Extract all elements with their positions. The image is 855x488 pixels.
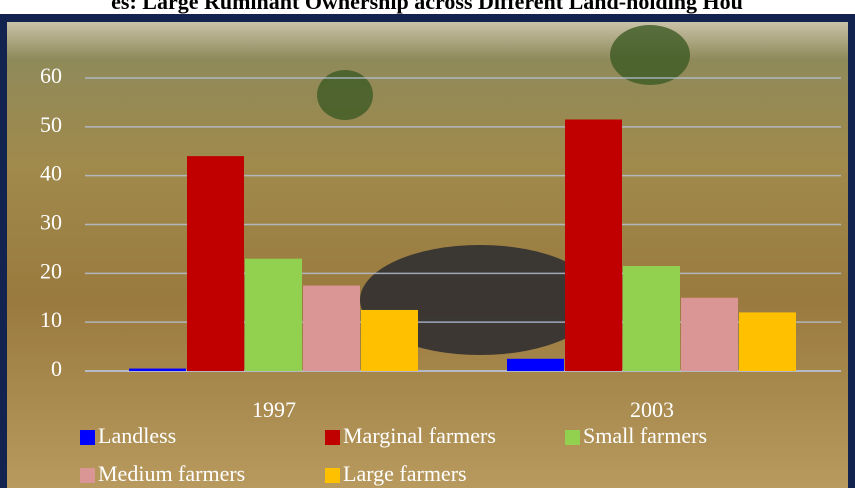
- y-tick-label: 40: [40, 161, 62, 186]
- legend-swatch: [80, 430, 95, 445]
- y-tick-label: 30: [40, 210, 62, 235]
- tree: [610, 25, 690, 85]
- y-tick-label: 50: [40, 112, 62, 137]
- x-tick-label: 1997: [252, 397, 296, 422]
- bar: [565, 119, 622, 371]
- legend-swatch: [325, 430, 340, 445]
- bar: [245, 258, 302, 371]
- tree: [317, 70, 373, 120]
- chart-title: es: Large Ruminant Ownership across Diff…: [111, 0, 743, 14]
- bar: [507, 358, 564, 371]
- bar: [187, 156, 244, 371]
- bar: [361, 309, 418, 371]
- bar: [303, 285, 360, 371]
- buffalo: [360, 245, 600, 355]
- legend-swatch: [325, 468, 340, 483]
- y-tick-label: 0: [51, 356, 62, 381]
- legend-label: Small farmers: [583, 423, 707, 448]
- bar: [623, 266, 680, 371]
- legend-label: Medium farmers: [98, 461, 245, 486]
- y-tick-label: 60: [40, 63, 62, 88]
- legend-label: Large farmers: [343, 461, 467, 486]
- y-tick-label: 10: [40, 307, 62, 332]
- bar: [129, 368, 186, 371]
- legend-label: Landless: [98, 423, 176, 448]
- y-tick-label: 20: [40, 258, 62, 283]
- legend-swatch: [80, 468, 95, 483]
- bar: [681, 297, 738, 371]
- legend-swatch: [565, 430, 580, 445]
- x-tick-label: 2003: [630, 397, 674, 422]
- bar: [739, 312, 796, 371]
- legend-label: Marginal farmers: [343, 423, 496, 448]
